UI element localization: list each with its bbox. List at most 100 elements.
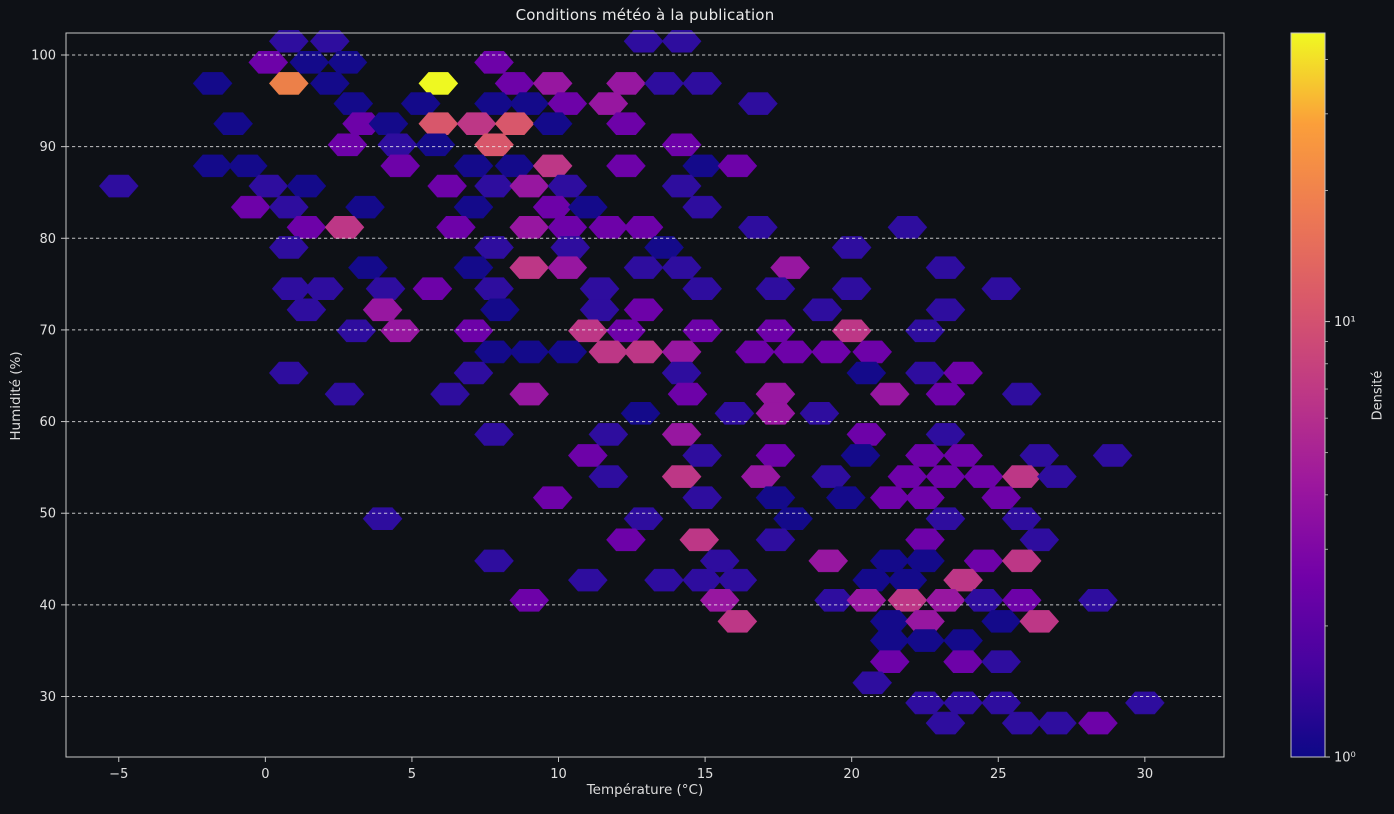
hexbin-cell (474, 549, 514, 573)
hexbin-cell (755, 277, 796, 300)
hexbin-cell (623, 215, 664, 239)
x-tick-label: 20 (843, 767, 860, 782)
hexbin-cell (1078, 588, 1118, 612)
hexbin-cell (755, 402, 796, 425)
hexbin-cell (324, 215, 365, 239)
y-tick-label: 50 (39, 507, 56, 522)
hexbin-cell (588, 92, 629, 115)
hexbin-cell (269, 361, 309, 385)
hexbin-cell (547, 256, 588, 279)
x-tick-label: 5 (408, 767, 416, 782)
hexbin-cell (227, 154, 268, 178)
hexbin-cell (981, 650, 1021, 673)
hexbin-cell (887, 215, 928, 239)
hexbin-cell (661, 256, 702, 279)
colorbar: 10⁰ 10¹ (1290, 32, 1356, 766)
y-gridlines (66, 54, 1224, 698)
hexbin-cell (269, 195, 309, 219)
hexbin-cell (1037, 711, 1077, 735)
hexbin-cell (362, 298, 403, 322)
hexbin-cell (509, 588, 549, 612)
hexbin-cell (368, 112, 409, 136)
hexbin-cell (831, 236, 872, 259)
hexbin-cell (1019, 610, 1060, 633)
colorbar-outline (1290, 32, 1326, 758)
hexbin-cell (588, 465, 629, 488)
hexbin-cell (380, 154, 421, 178)
hexbin-cell (661, 361, 702, 385)
hexbin-cell (547, 340, 588, 364)
hexbin-cell (846, 361, 887, 385)
hexbin-cell (532, 112, 573, 136)
x-tick-label: 0 (261, 767, 269, 782)
hexbin-cell (547, 215, 588, 239)
hexbin-cell (310, 72, 350, 95)
hexbin-cell (717, 154, 758, 178)
hexbin-cell (699, 588, 740, 612)
hexbin-cell (981, 691, 1021, 715)
hexbin-cell (826, 486, 866, 509)
colorbar-label: Densité (1370, 370, 1386, 421)
hexbin-cell (661, 133, 702, 157)
y-tick-label: 80 (39, 232, 56, 247)
hexbin-cell (333, 92, 374, 115)
hexbin-cell (98, 174, 139, 198)
hexbin-cell (682, 195, 722, 219)
hexbin-cell (925, 711, 966, 735)
hexbin-cell (380, 319, 421, 343)
hexbin-cell (831, 277, 872, 300)
hexbin-cell (348, 256, 388, 279)
hexbin-cell (808, 549, 849, 573)
hexbin-cell (1092, 444, 1133, 467)
hexbin-cell (661, 465, 702, 488)
hexbin-cell (474, 277, 514, 300)
hexbin-cell (427, 174, 467, 198)
colorbar-gradient (1291, 33, 1325, 757)
hexbin-cell (661, 174, 702, 198)
hexbin-cell (474, 423, 514, 446)
hexbin-cell (453, 361, 494, 385)
x-tick-label: 15 (697, 767, 714, 782)
hexbin-cell (840, 444, 881, 467)
hexbin-cell (811, 340, 851, 364)
hexbin-cell (1001, 507, 1042, 531)
y-tick-label: 100 (31, 48, 56, 63)
x-tick-label: 10 (550, 767, 567, 782)
hexbin-cell (981, 277, 1021, 300)
hexbin-cell (738, 215, 778, 239)
hexbin-cell (981, 486, 1021, 509)
hexbin-cell (606, 528, 646, 552)
hexbin-cell (679, 528, 720, 552)
hexbin-cell (905, 319, 945, 343)
hexbin-cell (509, 382, 549, 406)
hexbin-cell (846, 588, 887, 612)
hexbin-cell (755, 486, 796, 509)
hexbin-cell (568, 444, 608, 467)
hexbin-cell (811, 465, 851, 488)
x-tick-label: 30 (1137, 767, 1154, 782)
hexbin-cell (738, 92, 778, 115)
hexbin-cell (682, 277, 722, 300)
hexbin-cell (474, 51, 514, 74)
hexbin-cell (1037, 465, 1077, 488)
hexbin-cell (453, 154, 494, 178)
hexbin-cell (802, 298, 843, 322)
hexbin-cell (269, 236, 309, 259)
hexbin-cell (661, 423, 702, 446)
hexbin-cell (717, 610, 758, 633)
hexbin-cell (532, 154, 573, 178)
hexbin-cell (869, 382, 910, 406)
hexbin-cell (606, 154, 646, 178)
hexbin-cell (453, 256, 494, 279)
hexbin-cell (412, 277, 453, 300)
x-tick-label: −5 (109, 767, 128, 782)
hexbin-cell (568, 568, 608, 592)
hexbin-cell (532, 486, 573, 509)
hexbin-cell (400, 92, 441, 115)
hexbin-cell (324, 382, 365, 406)
hexbin-cell (453, 319, 494, 343)
hexbin-cell (269, 72, 309, 95)
chart-title: Conditions météo à la publication (515, 6, 775, 24)
